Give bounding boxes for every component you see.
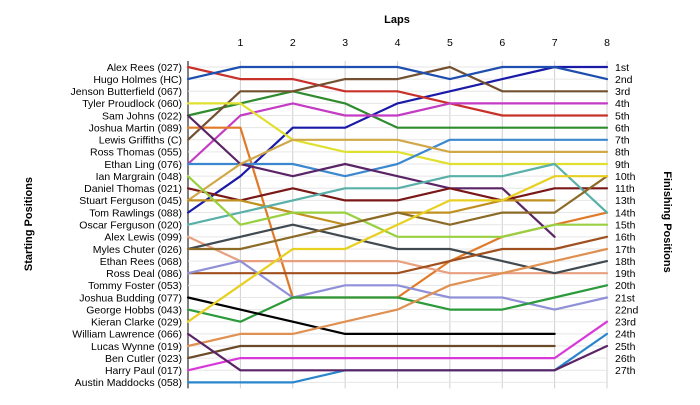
- finishing-position-label: 14th: [615, 207, 636, 219]
- finishing-position-label: 6th: [615, 122, 630, 134]
- starting-position-label: Ross Thomas (055): [90, 147, 182, 159]
- top-axis-title: Laps: [384, 14, 410, 26]
- lap-tick-label: 5: [447, 37, 453, 49]
- starting-position-label: Joshua Budding (077): [79, 292, 182, 304]
- driver-series-line: [186, 344, 556, 360]
- finishing-position-label: 15th: [615, 219, 636, 231]
- driver-series-line: [186, 114, 556, 238]
- starting-position-label: Lewis Griffiths (C): [99, 135, 182, 147]
- lap-tick-label: 2: [290, 37, 296, 49]
- driver-series-line: [186, 187, 609, 202]
- driver-series-line: [186, 235, 609, 275]
- finishing-position-label: 25th: [615, 341, 636, 353]
- lap-tick-label: 4: [395, 37, 401, 49]
- driver-series-line: [186, 65, 609, 81]
- starting-position-label: Hugo Holmes (HC): [93, 74, 182, 86]
- starting-position-label: Alex Rees (027): [107, 62, 182, 74]
- finishing-position-label: 13th: [615, 195, 636, 207]
- finishing-position-label: 1st: [615, 62, 629, 74]
- starting-position-label: Ben Cutler (023): [105, 353, 182, 365]
- starting-position-label: Joshua Martin (089): [89, 122, 182, 134]
- driver-series-line: [186, 332, 609, 372]
- finishing-position-label: 22nd: [615, 304, 639, 316]
- starting-position-label: Ross Deal (086): [106, 268, 182, 280]
- starting-position-label: Austin Maddocks (058): [75, 377, 182, 389]
- lap-tick-label: 7: [552, 37, 558, 49]
- finishing-position-label: 10th: [615, 171, 636, 183]
- lap-tick-label: 3: [342, 37, 348, 49]
- starting-position-label: Daniel Thomas (021): [84, 183, 182, 195]
- finishing-position-label: 24th: [615, 329, 636, 341]
- starting-position-label: Kieran Clarke (029): [91, 317, 182, 329]
- finishing-position-label: 18th: [615, 256, 636, 268]
- right-axis-title: Finishing Positions: [661, 171, 673, 272]
- finishing-position-label: 9th: [615, 159, 630, 171]
- finishing-position-label: 2nd: [615, 74, 633, 86]
- finishing-position-label: 23rd: [615, 317, 636, 329]
- lap-tick-label: 1: [237, 37, 243, 49]
- finishing-position-label: 16th: [615, 232, 636, 244]
- starting-position-label: Ian Margrain (048): [96, 171, 182, 183]
- driver-series-line: [186, 247, 609, 348]
- driver-series-line: [186, 138, 609, 178]
- starting-position-label: Lucas Wynne (019): [91, 341, 182, 353]
- starting-position-label: Tom Rawlings (088): [89, 207, 182, 219]
- starting-position-label: Alex Lewis (099): [104, 232, 182, 244]
- finishing-position-label: 3rd: [615, 86, 630, 98]
- finishing-position-label: 17th: [615, 244, 636, 256]
- starting-position-label: Oscar Ferguson (020): [79, 219, 182, 231]
- driver-series-line: [186, 65, 609, 214]
- driver-series-line: [186, 162, 609, 226]
- driver-series-line: [186, 65, 609, 117]
- finishing-position-label: 19th: [615, 268, 636, 280]
- starting-position-label: William Lawrence (066): [72, 329, 182, 341]
- driver-series-line: [186, 320, 609, 372]
- starting-position-label: George Hobbs (043): [86, 304, 182, 316]
- finishing-position-label: 5th: [615, 110, 630, 122]
- driver-series-line: [186, 175, 609, 323]
- lap-tick-label: 8: [604, 37, 610, 49]
- driver-series-line: [186, 102, 609, 166]
- finishing-position-label: 11th: [615, 183, 635, 195]
- finishing-position-label: 4th: [615, 98, 630, 110]
- finishing-position-label: 27th: [615, 365, 636, 377]
- driver-series-line: [186, 102, 609, 166]
- driver-series-line: [186, 223, 609, 275]
- finishing-position-label: 20th: [615, 280, 636, 292]
- left-axis-title: Starting Positions: [23, 177, 35, 271]
- driver-series-line: [186, 296, 556, 335]
- lap-tick-label: 6: [499, 37, 505, 49]
- starting-position-label: Ethan Rees (068): [100, 256, 182, 268]
- driver-series-line: [186, 138, 609, 202]
- finishing-position-label: 26th: [615, 353, 636, 365]
- starting-position-label: Jenson Butterfield (067): [71, 86, 182, 98]
- driver-series-line: [186, 90, 609, 129]
- starting-position-label: Myles Chuter (026): [93, 244, 182, 256]
- starting-position-label: Harry Paul (017): [105, 365, 182, 377]
- starting-position-label: Tyler Proudlock (060): [82, 98, 182, 110]
- starting-position-label: Stuart Ferguson (045): [79, 195, 182, 207]
- finishing-position-label: 21st: [615, 292, 635, 304]
- starting-position-label: Sam Johns (022): [102, 110, 182, 122]
- starting-position-label: Tommy Foster (053): [88, 280, 182, 292]
- finishing-position-label: 7th: [615, 135, 630, 147]
- finishing-position-label: 8th: [615, 147, 630, 159]
- driver-series-line: [186, 65, 609, 141]
- driver-series-line: [186, 175, 609, 251]
- starting-position-label: Ethan Ling (076): [104, 159, 182, 171]
- driver-series-line: [186, 175, 609, 238]
